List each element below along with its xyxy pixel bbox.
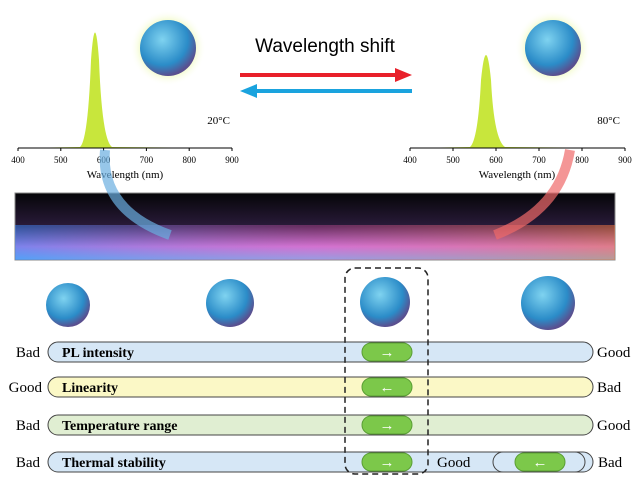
tick-label: 800 (575, 155, 589, 165)
tick-label: 900 (618, 155, 632, 165)
property-bar (47, 414, 594, 436)
indicator-arrow: → (380, 418, 395, 434)
indicator (361, 452, 413, 472)
tick-label: 700 (140, 155, 154, 165)
tick-label: 900 (225, 155, 239, 165)
temperature: 20°C (207, 115, 230, 127)
property-bar (47, 376, 594, 398)
indicator (361, 415, 413, 435)
nanosphere (140, 20, 196, 76)
x-label: Wavelength (nm) (479, 169, 556, 181)
indicator (514, 452, 566, 472)
indicator-arrow: ← (380, 380, 395, 396)
property-bar (47, 341, 594, 363)
side-label: Bad (597, 380, 622, 396)
tick-label: 700 (532, 155, 546, 165)
x-label: Wavelength (nm) (87, 169, 164, 181)
tick-label: 600 (489, 155, 503, 165)
spectrum-left (18, 32, 232, 149)
side-label: Bad (16, 345, 41, 361)
heat-arrow (493, 149, 575, 240)
tick-label: 400 (11, 155, 25, 165)
nanosphere (206, 279, 254, 327)
property-label: Thermal stability (62, 456, 166, 471)
nanosphere (360, 277, 410, 327)
property-label: PL intensity (62, 346, 134, 361)
property-bar (47, 451, 594, 473)
side-label: Bad (16, 418, 41, 434)
indicator-arrow: ← (533, 455, 548, 471)
side-label: Good (9, 380, 43, 396)
tick-label: 800 (182, 155, 196, 165)
indicator-arrow: → (380, 345, 395, 361)
nanosphere (525, 20, 581, 76)
flame-glow (15, 225, 615, 260)
arrow-left (240, 84, 412, 98)
nanosphere (521, 276, 575, 330)
indicator (361, 342, 413, 362)
indicator (361, 377, 413, 397)
temperature: 80°C (597, 115, 620, 127)
tick-label: 400 (403, 155, 417, 165)
side-label: Good (437, 455, 471, 471)
spectrum-right (410, 55, 625, 149)
property-label: Linearity (62, 381, 118, 396)
arrow-right (240, 68, 412, 82)
side-label: Good (597, 418, 631, 434)
nanosphere (46, 283, 90, 327)
heat-arrow (99, 149, 172, 240)
side-label: Bad (598, 455, 623, 471)
tick-label: 500 (446, 155, 460, 165)
side-label: Bad (16, 455, 41, 471)
indicator-arrow: → (380, 455, 395, 471)
property-label: Temperature range (62, 419, 177, 434)
side-label: Good (597, 345, 631, 361)
highlight-box (344, 267, 429, 475)
shift-label: Wavelength shift (255, 36, 395, 57)
tick-label: 500 (54, 155, 68, 165)
